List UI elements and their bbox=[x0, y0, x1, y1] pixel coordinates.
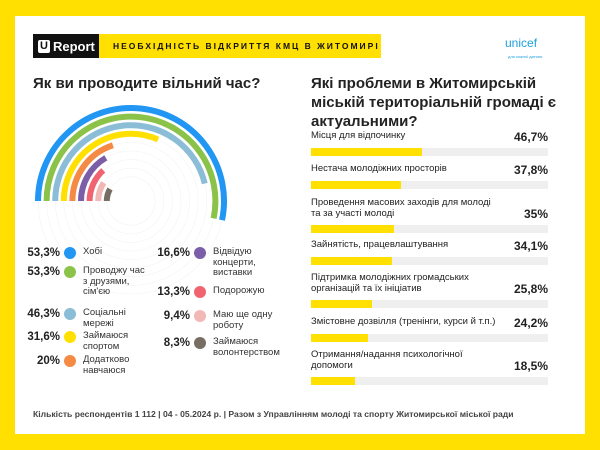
legend-value: 20% bbox=[36, 355, 60, 367]
bar-row: Зайнятість, працевлаштування 34,1% bbox=[311, 238, 548, 265]
bar-track bbox=[311, 256, 548, 265]
bar-value: 34,1% bbox=[513, 238, 548, 253]
legend-dot bbox=[64, 331, 76, 343]
legend-dot bbox=[194, 286, 206, 298]
legend-label: Проводжу час з друзями, сім'єю bbox=[83, 265, 145, 297]
radial-bar bbox=[60, 130, 160, 202]
legend-item: 16,6% Відвідую концерти, виставки bbox=[150, 246, 275, 279]
legend-label: Подорожую bbox=[213, 285, 265, 296]
legend-label: Займаюся спортом bbox=[83, 330, 129, 352]
bar-track bbox=[311, 147, 548, 156]
legend-value: 13,3% bbox=[157, 286, 190, 298]
radial-bar bbox=[86, 168, 106, 202]
legend-label: Соціальні мережі bbox=[83, 307, 126, 329]
legend-item: 53,3% Хобі bbox=[20, 246, 145, 259]
bar-row: Нестача молодіжних просторів 37,8% bbox=[311, 162, 548, 189]
legend-item: 46,3% Соціальні мережі bbox=[20, 307, 145, 329]
ureport-logo: U Report bbox=[33, 34, 99, 58]
left-question: Як ви проводите вільний час? bbox=[33, 75, 261, 92]
bar-row: Змістовне дозвілля (тренінги, курси й т.… bbox=[311, 315, 548, 342]
bar-value: 24,2% bbox=[513, 315, 548, 330]
bar-label: Нестача молодіжних просторів bbox=[311, 163, 447, 174]
legend-dot bbox=[64, 308, 76, 320]
legend-dot bbox=[194, 247, 206, 259]
radial-bar bbox=[95, 181, 107, 202]
unicef-tagline: для кожної дитини bbox=[508, 54, 543, 59]
legend-item: 9,4% Маю ще одну роботу bbox=[150, 309, 275, 331]
legend-value: 53,3% bbox=[27, 247, 60, 259]
legend-value: 53,3% bbox=[27, 266, 60, 278]
bar-value: 37,8% bbox=[513, 162, 548, 177]
bar bbox=[311, 180, 401, 189]
legend-value: 46,3% bbox=[27, 308, 60, 320]
bar bbox=[311, 300, 373, 308]
bar-label: Зайнятість, працевлаштування bbox=[311, 239, 449, 250]
radial-bar bbox=[103, 187, 113, 202]
legend-item: 8,3% Займаюся волонтерством bbox=[150, 336, 280, 358]
legend-label: Відвідую концерти, виставки bbox=[213, 246, 256, 278]
radial-bar bbox=[52, 122, 208, 202]
bar-track bbox=[311, 333, 548, 342]
bar-track bbox=[311, 300, 548, 308]
bar-track bbox=[311, 180, 548, 189]
legend-value: 31,6% bbox=[27, 331, 60, 343]
bar-label: Підтримка молодіжних громадських організ… bbox=[311, 272, 469, 294]
legend-dot bbox=[194, 337, 206, 349]
bar bbox=[311, 333, 369, 342]
bar-label: Місця для відпочинку bbox=[311, 130, 406, 141]
bar bbox=[311, 147, 422, 156]
radial-bar bbox=[78, 155, 108, 202]
legend-label: Займаюся волонтерством bbox=[213, 336, 280, 358]
unicef-logo: unicef bbox=[505, 36, 538, 50]
legend-dot bbox=[64, 266, 76, 278]
bar-label: Змістовне дозвілля (тренінги, курси й т.… bbox=[311, 316, 496, 327]
logo-text: Report bbox=[53, 38, 95, 54]
bar-track bbox=[311, 377, 548, 385]
footer: Кількість респондентів 1 112 | 04 - 05.2… bbox=[33, 409, 514, 419]
legend-label: Маю ще одну роботу bbox=[213, 309, 273, 331]
bar-value: 25,8% bbox=[513, 282, 548, 296]
bar-track bbox=[311, 225, 548, 233]
legend-dot bbox=[64, 247, 76, 259]
logo-u: U bbox=[38, 39, 50, 53]
right-question: Які проблеми в Житомирській міській тери… bbox=[311, 75, 557, 130]
bar-row: Місця для відпочинку 46,7% bbox=[311, 129, 548, 156]
bar-row: Проведення масових заходів для молоді та… bbox=[311, 197, 548, 233]
legend-item: 20% Додатково навчаюся bbox=[20, 354, 145, 376]
legend-value: 9,4% bbox=[163, 310, 190, 322]
radial-bar bbox=[43, 113, 219, 219]
radial-bar bbox=[35, 105, 227, 221]
header-title: НЕОБХІДНІСТЬ ВІДКРИТТЯ КМЦ В ЖИТОМИРІ bbox=[99, 34, 381, 58]
bar bbox=[311, 225, 394, 233]
radial-track bbox=[106, 176, 156, 226]
radial-bar bbox=[69, 142, 114, 202]
bar-value: 35% bbox=[523, 207, 548, 221]
legend-value: 16,6% bbox=[157, 247, 190, 259]
bar-row: Підтримка молодіжних громадських організ… bbox=[311, 272, 548, 308]
bar-row: Отримання/надання психологічної допомоги… bbox=[311, 349, 548, 385]
legend-label: Додатково навчаюся bbox=[83, 354, 130, 376]
legend-dot bbox=[194, 310, 206, 322]
bar-label: Отримання/надання психологічної допомоги bbox=[311, 349, 463, 371]
legend-item: 13,3% Подорожую bbox=[150, 285, 275, 298]
legend-item: 31,6% Займаюся спортом bbox=[20, 330, 145, 352]
legend-dot bbox=[64, 355, 76, 367]
bar-value: 18,5% bbox=[513, 359, 548, 373]
bar bbox=[311, 256, 392, 265]
bar-label: Проведення масових заходів для молоді та… bbox=[311, 197, 491, 219]
legend-item: 53,3% Проводжу час з друзями, сім'єю bbox=[20, 265, 148, 298]
legend-value: 8,3% bbox=[163, 337, 190, 349]
bar-value: 46,7% bbox=[513, 129, 548, 144]
bar bbox=[311, 377, 355, 385]
legend-label: Хобі bbox=[83, 246, 103, 257]
